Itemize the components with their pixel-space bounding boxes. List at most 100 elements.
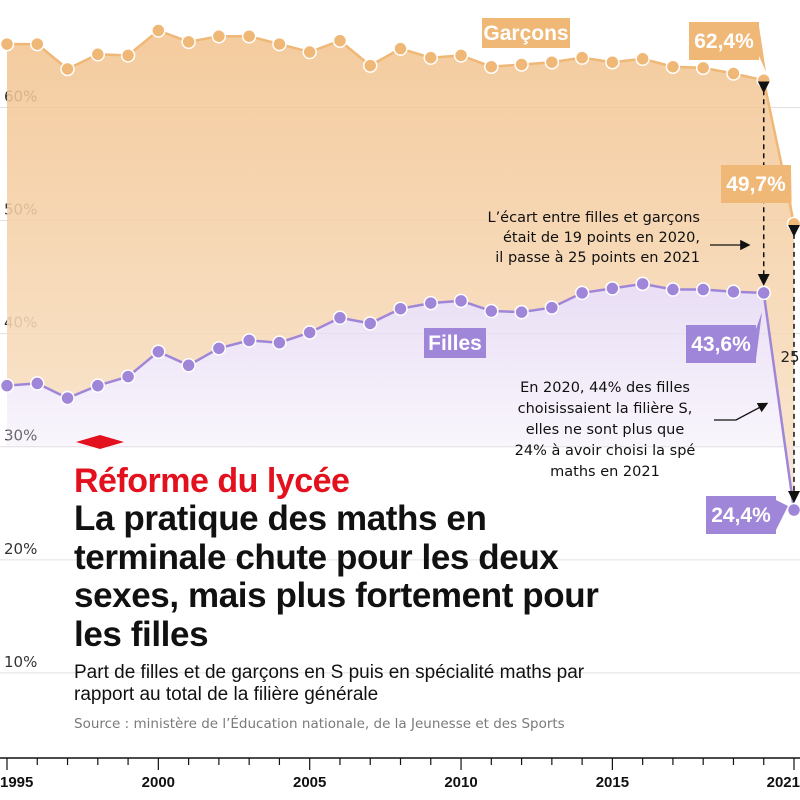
data-point-filles: [756, 285, 771, 301]
value-label-filles-2020-box: [686, 325, 756, 363]
data-point-filles: [90, 378, 106, 393]
data-point-filles: [272, 335, 287, 350]
annotation-gap-line: était de 19 points en 2020,: [503, 230, 700, 246]
data-point-garcons: [272, 36, 287, 52]
data-point-filles: [211, 341, 227, 356]
data-point-garcons: [0, 36, 15, 52]
annotations: 1925L’écart entre filles et garçonsétait…: [487, 81, 800, 504]
areas: [7, 30, 794, 511]
value-label-filles-2021-box: [706, 496, 776, 534]
data-point-filles: [60, 390, 75, 406]
data-point-garcons: [151, 23, 166, 38]
annotation-filles-line: elles ne sont plus que: [526, 422, 685, 438]
data-point-garcons: [181, 34, 196, 50]
data-point-filles: [332, 310, 348, 326]
data-point-garcons: [211, 28, 227, 44]
data-point-garcons: [453, 48, 469, 63]
data-point-garcons: [90, 47, 106, 62]
data-point-filles: [362, 316, 378, 331]
data-point-filles: [574, 285, 590, 301]
data-point-filles: [393, 301, 408, 316]
data-point-filles: [0, 378, 15, 393]
series-label-garcons: Garçons: [483, 22, 568, 45]
value-label-garcons-2020-box: [689, 22, 759, 60]
data-point-filles: [786, 502, 800, 518]
value-label-filles-2021: 24,4%: [711, 504, 771, 527]
gap-label-2021: 25: [780, 348, 799, 366]
data-point-garcons: [120, 48, 136, 63]
data-point-filles: [484, 303, 499, 319]
data-point-garcons: [332, 33, 348, 48]
data-point-filles: [665, 282, 681, 297]
data-point-garcons: [30, 36, 45, 52]
data-point-garcons: [423, 50, 439, 65]
data-point-garcons: [756, 73, 771, 88]
kicker: Réforme du lycée: [74, 462, 350, 500]
data-point-garcons: [544, 54, 560, 70]
value-label-garcons-2021-box: [721, 165, 791, 203]
x-axis: 1995 2000 2005 2010 2015 2021: [0, 757, 800, 791]
data-point-filles: [120, 369, 136, 384]
data-point-garcons: [574, 50, 590, 65]
data-point-filles: [695, 282, 711, 297]
data-point-garcons: [241, 28, 257, 44]
data-point-filles: [544, 300, 560, 315]
annotation-gap-line: il passe à 25 points en 2021: [495, 250, 700, 266]
y-tick-label: 10%: [4, 653, 37, 671]
data-point-filles: [241, 333, 257, 348]
value-label-filles-2021-pointer: [776, 500, 788, 530]
data-point-filles: [605, 281, 620, 296]
data-point-garcons: [695, 60, 711, 76]
annotation-gap-line: L’écart entre filles et garçons: [487, 210, 700, 226]
data-point-garcons: [726, 66, 741, 81]
value-label-garcons-2020: 62,4%: [694, 30, 754, 53]
data-point-filles: [514, 304, 529, 320]
series-label-filles: Filles: [428, 332, 482, 355]
data-point-filles: [635, 276, 650, 292]
page-title: La pratique des maths en terminale chute…: [74, 499, 599, 654]
annotation-filles-line: 24% à avoir choisi la spé: [515, 443, 696, 459]
x-tick-label: 1995: [0, 774, 33, 791]
series-label-filles-box: [424, 328, 486, 358]
value-label-garcons-2020-pointer: [759, 26, 766, 72]
title-block: Réforme du lycée La pratique des maths e…: [74, 462, 634, 732]
data-point-garcons: [362, 58, 378, 73]
annotation-filles-line: choisissaient la filière S,: [518, 401, 693, 417]
data-point-filles: [151, 344, 166, 359]
annotation-filles-arrow: [714, 402, 769, 421]
y-tick-label: 20%: [4, 540, 37, 558]
data-point-filles: [302, 325, 317, 340]
x-tick-label: 2000: [142, 774, 175, 791]
subtitle: Part de filles et de garçons en S puis e…: [74, 662, 585, 705]
value-label-garcons-2021-pointer: [791, 169, 792, 222]
series-label-garcons-box: [482, 18, 570, 48]
data-point-garcons: [484, 59, 499, 74]
data-point-garcons: [635, 51, 650, 67]
data-point-filles: [181, 358, 196, 373]
data-point-garcons: [302, 44, 317, 60]
value-label-filles-2020-pointer: [756, 312, 762, 359]
data-point-filles: [423, 295, 439, 311]
labels: Garçons Filles 62,4% 49,7% 43,6% 24,4%: [76, 18, 792, 534]
value-label-filles-2020: 43,6%: [691, 333, 751, 356]
value-label-garcons-2021: 49,7%: [726, 173, 786, 196]
data-points: [0, 23, 800, 518]
data-point-filles: [453, 293, 469, 309]
data-point-garcons: [514, 57, 529, 72]
annotation-filles: En 2020, 44% des filles choisissaient la …: [515, 380, 696, 480]
data-point-filles: [726, 284, 741, 300]
data-point-garcons: [605, 54, 620, 70]
x-tick-label: 2005: [293, 774, 326, 791]
source-note: Source : ministère de l’Éducation nation…: [74, 716, 565, 732]
x-tick-label: 2015: [596, 774, 629, 791]
annotation-gap: L’écart entre filles et garçons était de …: [487, 210, 700, 266]
x-tick-label: 2010: [444, 774, 477, 791]
x-tick-label: 2021: [767, 774, 800, 791]
annotation-filles-line: maths en 2021: [550, 464, 660, 480]
kicker-diamond: [76, 435, 124, 449]
data-point-garcons: [60, 61, 75, 77]
filles-area: [7, 283, 794, 511]
data-point-garcons: [393, 41, 408, 56]
garcons-area: [7, 30, 794, 511]
